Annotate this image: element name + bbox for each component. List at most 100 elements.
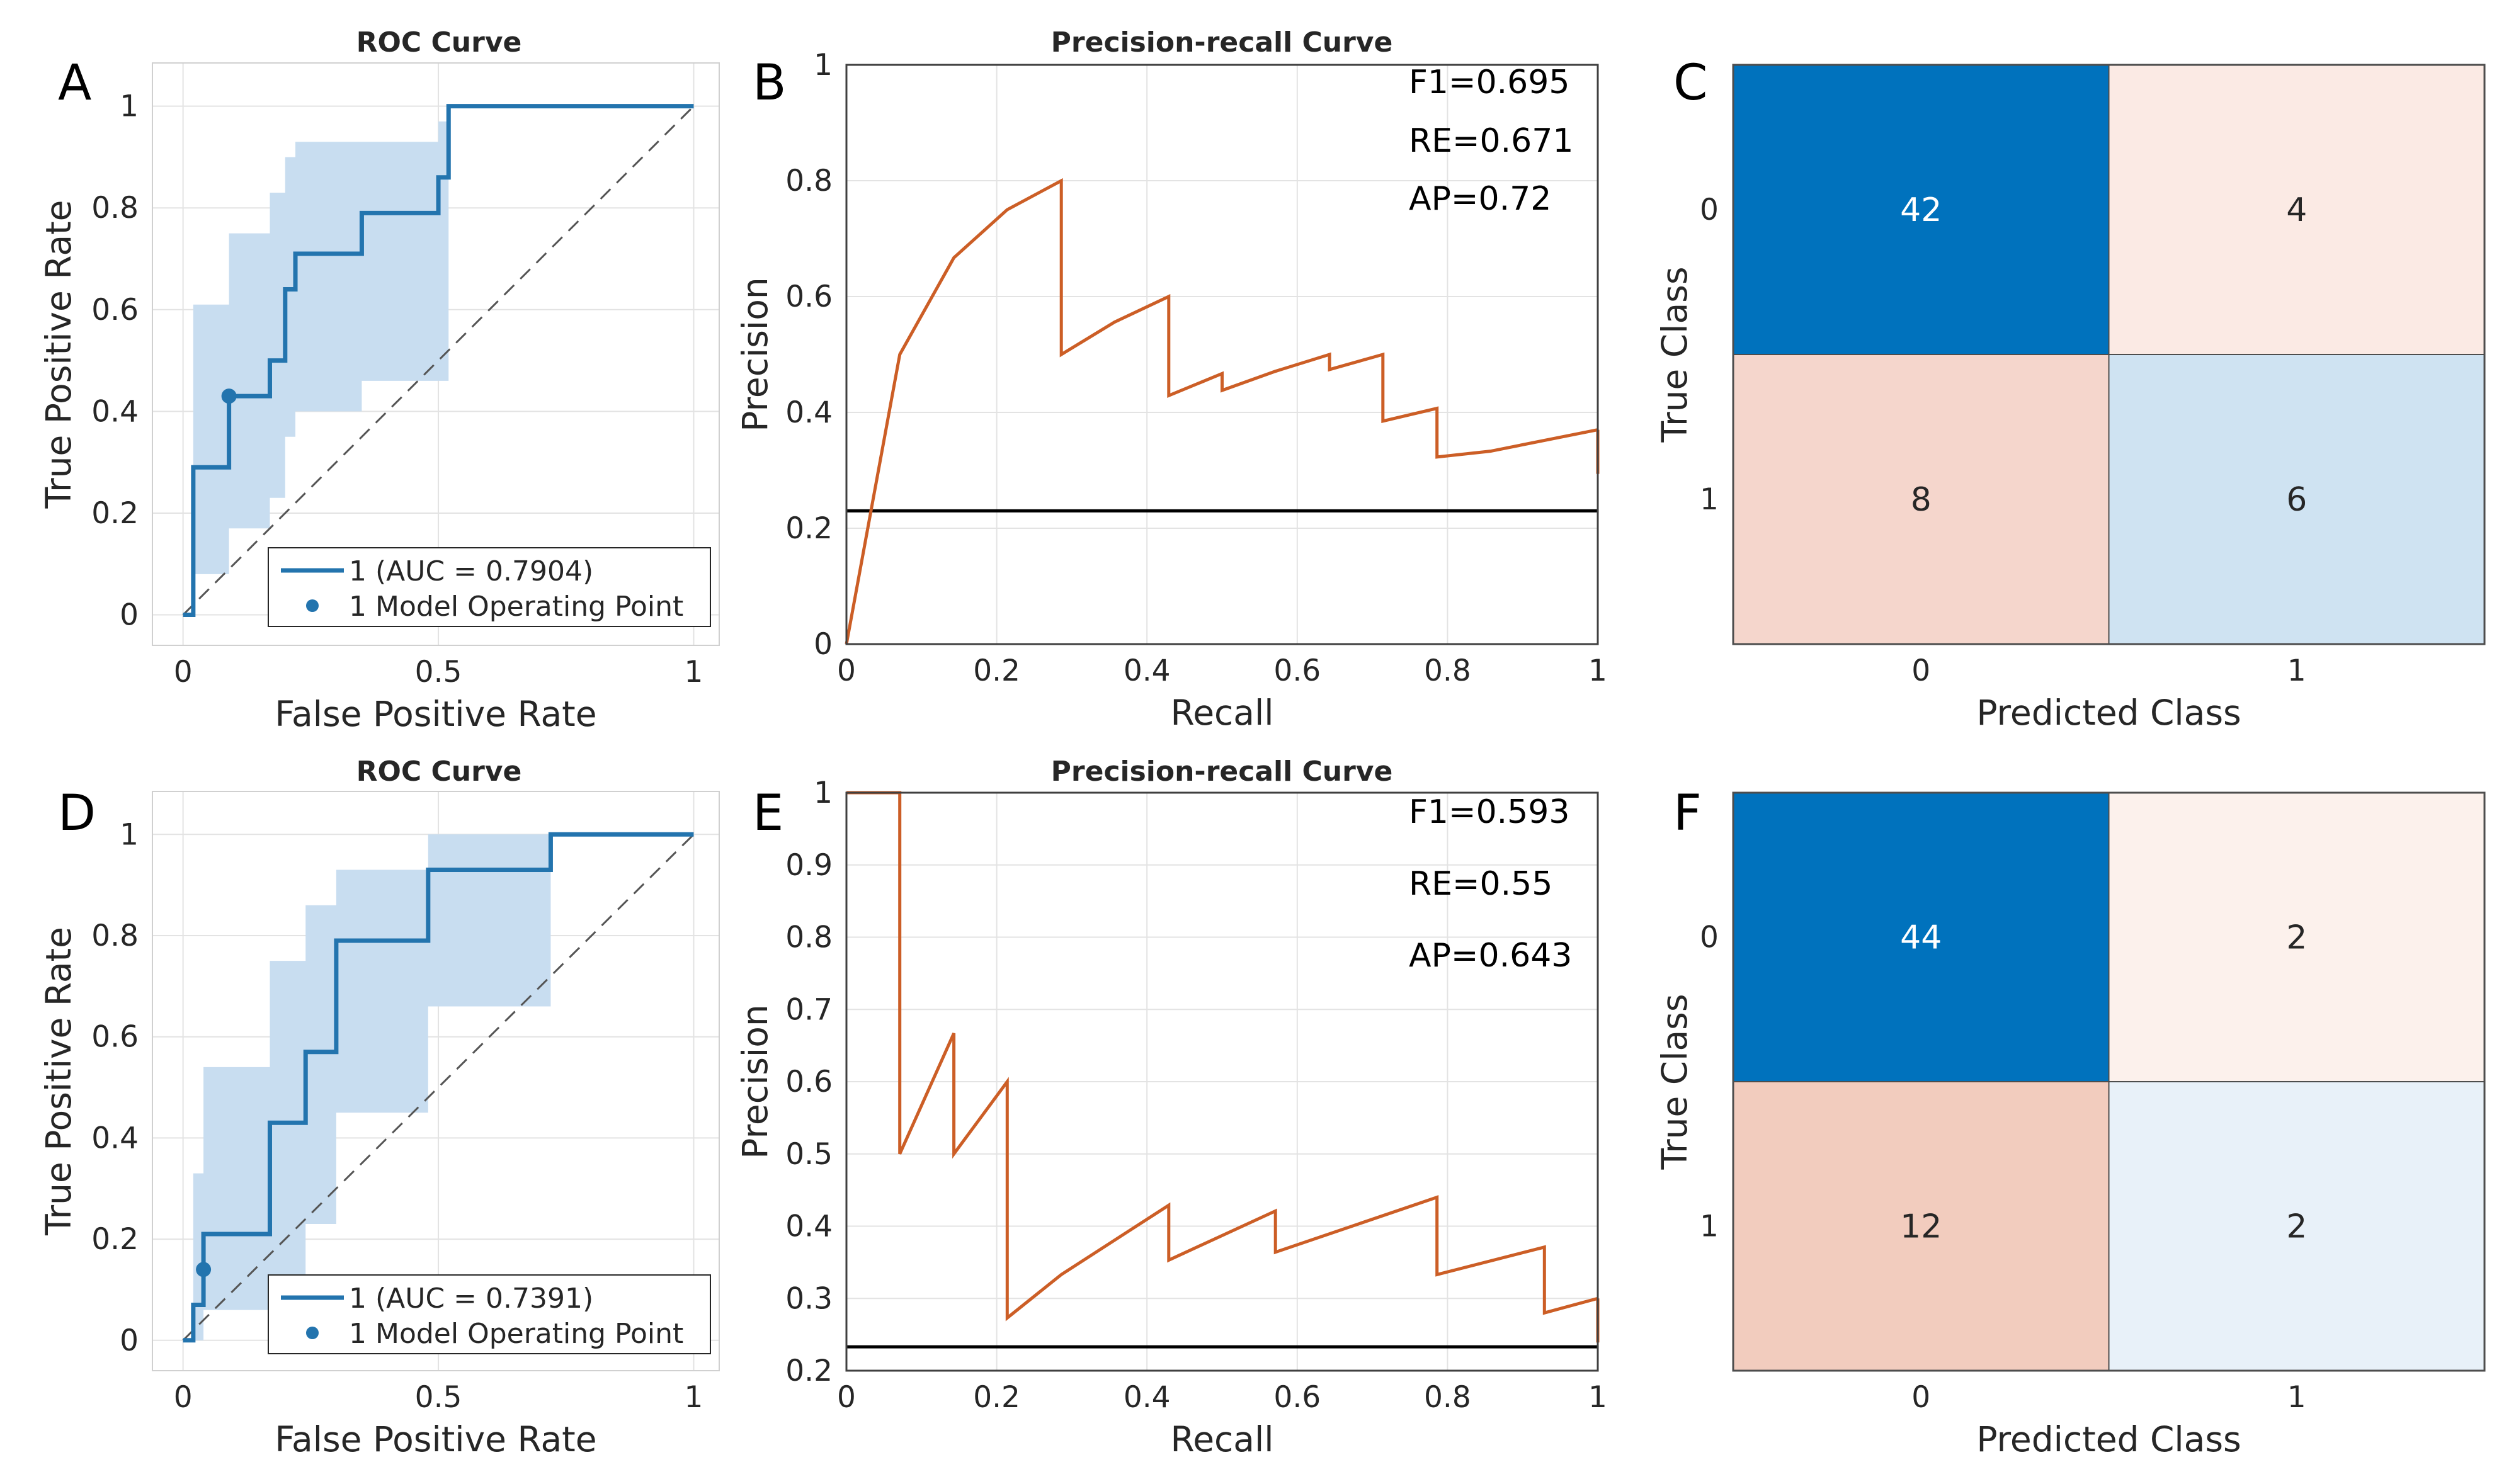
- matrix-cell-value: 2: [2286, 1208, 2307, 1246]
- y-axis-label: True Class: [1654, 994, 1695, 1170]
- x-tick-label: 0.2: [973, 1380, 1020, 1415]
- matrix-cell: [1733, 792, 2110, 1082]
- chart-title: ROC Curve: [356, 756, 522, 788]
- matrix-cell: [2108, 1081, 2485, 1371]
- legend-entry-roc: 1 (AUC = 0.7391): [349, 1283, 593, 1315]
- metric-annotation: F1=0.593: [1409, 793, 1569, 831]
- y-tick-label: 0.2: [91, 1222, 139, 1257]
- x-tick-label: 0.6: [1273, 654, 1321, 688]
- column-label: 1: [2287, 654, 2306, 688]
- matrix-cell-value: 12: [1900, 1208, 1942, 1246]
- matrix-border: [1732, 64, 2486, 645]
- legend-entry-roc: 1 (AUC = 0.7904): [349, 555, 593, 587]
- y-tick-label: 0.4: [91, 394, 139, 429]
- legend-box: [268, 547, 711, 627]
- y-tick-label: 0.6: [91, 1020, 139, 1055]
- panel-b: F1=0.695 RE=0.671 AP=0.72 0 0.2 0.4 0.6 0.8 1 0 0.…: [735, 26, 1607, 733]
- y-tick-label: 0.4: [91, 1121, 139, 1155]
- x-tick-label: 0: [837, 1380, 856, 1415]
- y-tick-label: 0.8: [785, 920, 833, 955]
- confidence-band: [183, 106, 694, 615]
- matrix-cell: [2108, 354, 2485, 645]
- y-tick-label: 0.8: [91, 191, 139, 225]
- row-label: 1: [1700, 1209, 1719, 1244]
- x-axis-label: Predicted Class: [1976, 693, 2241, 733]
- y-axis-label: True Positive Rate: [38, 927, 79, 1236]
- x-tick-label: 1: [1588, 654, 1607, 688]
- axes-box: [152, 62, 720, 646]
- x-tick-label: 0.8: [1424, 1380, 1471, 1415]
- axes-box: [845, 791, 1599, 1372]
- x-tick-label: 0.5: [415, 655, 462, 689]
- metric-annotation: RE=0.55: [1409, 865, 1552, 903]
- y-tick-label: 1: [120, 89, 139, 124]
- y-tick-label: 0.2: [785, 511, 833, 546]
- y-tick-label: 0.9: [785, 848, 833, 883]
- pr-curve-line: [845, 178, 1598, 645]
- legend-entry-operating-point: 1 Model Operating Point: [349, 591, 683, 623]
- roc-curve-line: [183, 104, 694, 618]
- matrix-cell: [2108, 792, 2485, 1082]
- y-tick-label: 1: [120, 817, 139, 852]
- chart-title: Precision-recall Curve: [1051, 756, 1393, 788]
- y-tick-label: 0.2: [785, 1354, 833, 1388]
- panel-letter: F: [1673, 785, 1702, 842]
- chart-title: Precision-recall Curve: [1051, 26, 1393, 59]
- y-tick-label: 0: [814, 627, 833, 662]
- metric-annotation: F1=0.695: [1409, 64, 1569, 101]
- y-axis-label: True Positive Rate: [38, 200, 79, 509]
- column-label: 0: [1911, 1380, 1930, 1415]
- x-axis-label: False Positive Rate: [275, 1419, 596, 1459]
- x-tick-label: 1: [685, 1380, 703, 1415]
- y-tick-label: 0: [120, 1323, 139, 1358]
- pr-curve-line: [846, 791, 1598, 1322]
- legend-marker-swatch: [306, 1327, 319, 1339]
- x-tick-label: 0: [174, 1380, 193, 1415]
- roc-curve-line: [183, 832, 694, 1343]
- operating-point-marker: [196, 1262, 212, 1277]
- x-axis-label: Recall: [1170, 693, 1273, 733]
- metric-annotation: AP=0.643: [1409, 937, 1572, 975]
- chart-title: ROC Curve: [356, 26, 522, 59]
- x-tick-label: 1: [685, 655, 703, 689]
- x-tick-label: 0: [174, 655, 193, 689]
- legend-entry-operating-point: 1 Model Operating Point: [349, 1318, 683, 1350]
- x-axis-label: Recall: [1170, 1419, 1273, 1459]
- matrix-cell-value: 4: [2286, 191, 2307, 229]
- column-label: 0: [1911, 654, 1930, 688]
- y-axis-label: Precision: [735, 277, 775, 431]
- x-tick-label: 0.4: [1124, 1380, 1171, 1415]
- panel-c: 42 4 8 6 0 1 0 1 Predicted Class True Class C: [1654, 55, 2486, 733]
- panel-a: 0 0.5 1 0 0.2 0.4 0.6 0.8 1 False Positive Rate Tr…: [38, 26, 720, 734]
- x-tick-label: 0: [837, 654, 856, 688]
- matrix-cell-value: 42: [1900, 191, 1942, 229]
- axes-box: [152, 791, 720, 1371]
- confidence-band: [183, 834, 694, 1340]
- x-axis-label: Predicted Class: [1976, 1419, 2241, 1459]
- panel-letter: E: [753, 785, 783, 842]
- y-tick-label: 0.3: [785, 1281, 833, 1316]
- y-tick-label: 0.6: [785, 1065, 833, 1099]
- y-tick-label: 0.4: [785, 395, 833, 430]
- matrix-cell-value: 44: [1900, 919, 1942, 957]
- x-tick-label: 0.5: [415, 1380, 462, 1415]
- row-label: 0: [1700, 193, 1719, 227]
- panel-letter: B: [753, 55, 787, 111]
- matrix-cell-value: 6: [2286, 481, 2307, 519]
- y-tick-label: 0: [120, 598, 139, 633]
- x-tick-label: 0.2: [973, 654, 1020, 688]
- panel-letter: C: [1673, 55, 1707, 111]
- metric-annotation: AP=0.72: [1409, 180, 1551, 218]
- x-tick-label: 0.8: [1424, 654, 1471, 688]
- legend-marker-swatch: [306, 599, 319, 612]
- y-tick-label: 1: [814, 48, 833, 82]
- y-tick-label: 0.4: [785, 1209, 833, 1244]
- x-tick-label: 0.6: [1273, 1380, 1321, 1415]
- y-tick-label: 0.8: [91, 919, 139, 953]
- x-axis-label: False Positive Rate: [275, 694, 596, 734]
- y-tick-label: 0.6: [785, 280, 833, 314]
- y-tick-label: 1: [814, 776, 833, 810]
- y-axis-label: Precision: [735, 1004, 775, 1158]
